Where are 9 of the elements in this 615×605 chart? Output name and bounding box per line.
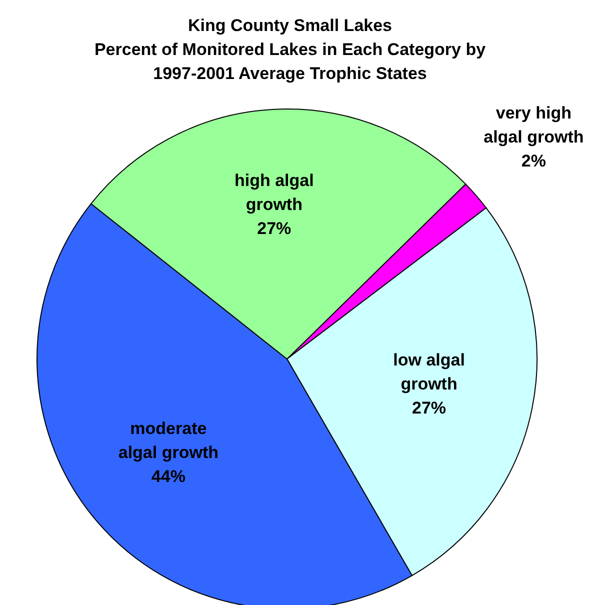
- data-label: 27%: [257, 218, 292, 238]
- data-label: 27%: [412, 398, 446, 418]
- data-label: 44%: [151, 466, 186, 486]
- slice-label: high algal growth: [234, 170, 314, 214]
- chart-title: King County Small Lakes Percent of Monitored Lakes in Each Category by 1997-2001 Average Trophic States: [93, 15, 487, 85]
- slice-label: low algal growth: [393, 350, 465, 394]
- slice-label: very high algal growth: [484, 103, 584, 146]
- data-label: 2%: [521, 151, 546, 170]
- slice-label: moderate algal growth: [118, 418, 219, 462]
